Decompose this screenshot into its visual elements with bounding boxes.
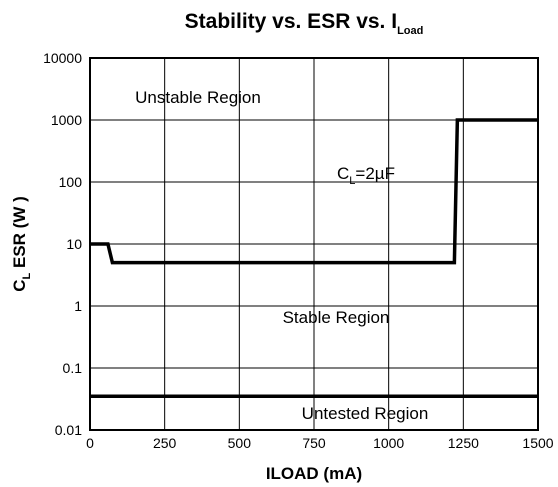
chart-title-subscript: Load [397, 25, 423, 37]
y-tick-label: 10 [66, 236, 82, 252]
esr-boundary-line [90, 118, 538, 265]
annotation-capacitance: CL=2µF [337, 164, 395, 187]
y-tick-labels: 0.01 0.1 1 10 100 1000 10000 [43, 50, 82, 438]
y-tick-label: 0.1 [63, 360, 83, 376]
y-tick-label: 100 [59, 174, 83, 190]
x-tick-label: 1500 [522, 435, 553, 451]
y-tick-label: 1000 [51, 112, 82, 128]
x-tick-labels: 0 250 500 750 1000 1250 1500 [86, 435, 554, 451]
y-axis-label: CL ESR (W ) [10, 196, 33, 292]
x-tick-label: 1000 [373, 435, 404, 451]
y-tick-label: 1 [74, 298, 82, 314]
annotation-unstable-region: Unstable Region [135, 88, 261, 107]
annotation-capacitance-subscript: L [349, 175, 355, 187]
x-tick-label: 750 [302, 435, 326, 451]
y-tick-label: 10000 [43, 50, 82, 66]
chart-title: Stability vs. ESR vs. ILoad [185, 10, 424, 37]
series-layer [90, 118, 538, 399]
y-axis-label-subscript: L [21, 272, 33, 279]
annotation-untested-region: Untested Region [302, 404, 429, 423]
x-tick-label: 0 [86, 435, 94, 451]
y-tick-label: 0.01 [55, 422, 82, 438]
annotation-stable-region: Stable Region [283, 308, 390, 327]
x-axis-label: ILOAD (mA) [266, 464, 362, 483]
x-tick-label: 500 [228, 435, 252, 451]
x-tick-label: 1250 [448, 435, 479, 451]
x-tick-label: 250 [153, 435, 177, 451]
grid [90, 58, 538, 430]
